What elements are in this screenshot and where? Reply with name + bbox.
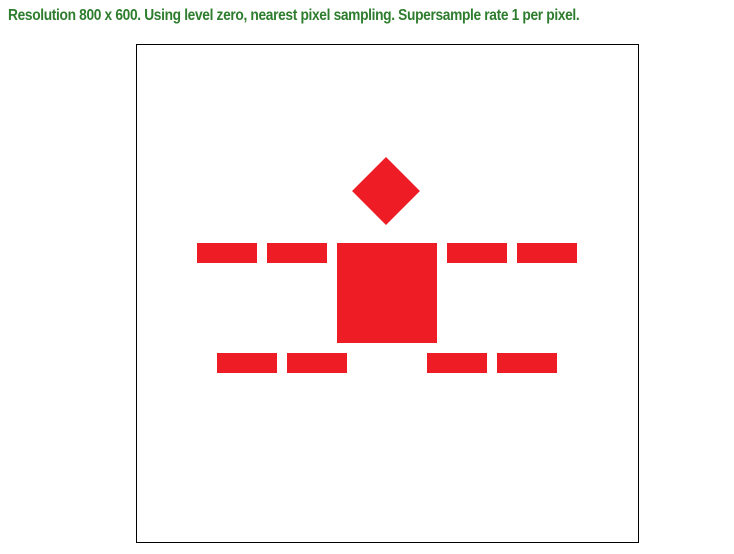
lower-bar-left-inner — [287, 353, 347, 373]
upper-bar-left-outer — [197, 243, 257, 263]
upper-bar-left-inner — [267, 243, 327, 263]
diamond-shape — [352, 157, 420, 225]
status-text: Resolution 800 x 600. Using level zero, … — [8, 7, 580, 24]
lower-bar-left-outer — [217, 353, 277, 373]
upper-bar-right-outer — [517, 243, 577, 263]
lower-bar-right-outer — [497, 353, 557, 373]
upper-bar-right-inner — [447, 243, 507, 263]
center-square — [337, 243, 437, 343]
render-canvas[interactable] — [136, 44, 639, 543]
lower-bar-right-inner — [427, 353, 487, 373]
